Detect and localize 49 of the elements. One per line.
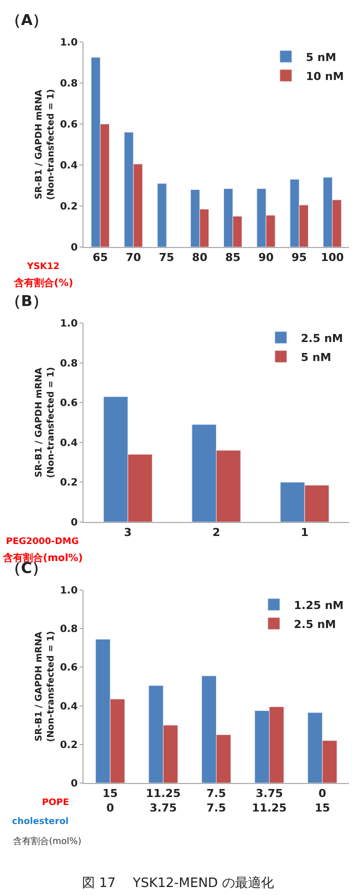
chart-title: （B） bbox=[6, 292, 48, 310]
x-tick-label: 3 bbox=[124, 526, 132, 540]
x-tick-label: 75 bbox=[158, 251, 174, 264]
x-tick-label: 80 bbox=[192, 251, 208, 264]
y-tick-label: 0.4 bbox=[60, 438, 78, 449]
x-tick-label: 15 0 bbox=[102, 787, 118, 814]
y-tick-label: 0.6 bbox=[60, 120, 78, 130]
legend-label: 2.5 nM bbox=[294, 618, 336, 631]
y-tick-label: 1.0 bbox=[60, 38, 78, 48]
legend-label: 5 nM bbox=[300, 350, 332, 364]
y-tick-label: 1.0 bbox=[60, 318, 78, 330]
x-tick-label: 7.5 7.5 bbox=[206, 787, 226, 814]
y-tick-label: 0.6 bbox=[60, 662, 78, 674]
x-tick-label: 3.75 11.25 bbox=[252, 787, 287, 814]
y-tick-label: 0.8 bbox=[60, 358, 78, 370]
y-tick-label: 0 bbox=[70, 518, 78, 528]
chart-title: （A） bbox=[6, 11, 48, 29]
x-tick-label: 1 bbox=[300, 526, 309, 540]
bar bbox=[157, 183, 167, 247]
y-axis-title: SR-B1 / GAPDH mRNA (Non-transfected = 1) bbox=[34, 631, 56, 742]
y-tick-label: 0 bbox=[70, 778, 78, 790]
y-tick-label: 0.8 bbox=[60, 78, 78, 90]
caption: 図 17 YSK12-MEND の最適化 bbox=[82, 875, 274, 891]
y-axis-title: SR-B1 / GAPDH mRNA (Non-transfected = 1) bbox=[34, 89, 56, 200]
y-tick-label: 0.2 bbox=[60, 478, 78, 489]
x-tick-label: 85 bbox=[225, 251, 241, 264]
legend-label: 1.25 nM bbox=[294, 598, 344, 612]
x-tick-label: 11.25 3.75 bbox=[146, 787, 181, 814]
y-tick-label: 0.6 bbox=[60, 398, 78, 410]
legend-label: 2.5 nM bbox=[300, 332, 343, 345]
x-tick-label: 100 bbox=[320, 251, 344, 264]
y-tick-label: 0.4 bbox=[60, 701, 78, 712]
legend-label: 10 nM bbox=[306, 70, 344, 83]
x-tick-label: 70 bbox=[126, 251, 142, 264]
x-tick-label: 0 15 bbox=[314, 787, 330, 814]
y-tick-label: 0.2 bbox=[60, 202, 78, 212]
y-tick-label: 0 bbox=[70, 242, 78, 254]
x-axis-title: POPE cholesterol 含有割合(mol%) bbox=[12, 798, 82, 847]
y-tick-label: 0.4 bbox=[60, 160, 78, 172]
legend-label: 5 nM bbox=[306, 50, 336, 64]
x-tick-label: 65 bbox=[92, 251, 108, 264]
x-tick-label: 2 bbox=[212, 526, 220, 540]
y-tick-label: 0.2 bbox=[60, 740, 78, 751]
x-axis-title: YSK12 含有割合(%) bbox=[13, 262, 74, 289]
y-tick-label: 0.8 bbox=[60, 624, 78, 636]
x-tick-label: 90 bbox=[258, 251, 274, 264]
x-tick-label: 95 bbox=[291, 251, 307, 264]
y-tick-label: 1.0 bbox=[60, 586, 78, 596]
y-axis-title: SR-B1 / GAPDH mRNA (Non-transfected = 1) bbox=[34, 367, 56, 478]
